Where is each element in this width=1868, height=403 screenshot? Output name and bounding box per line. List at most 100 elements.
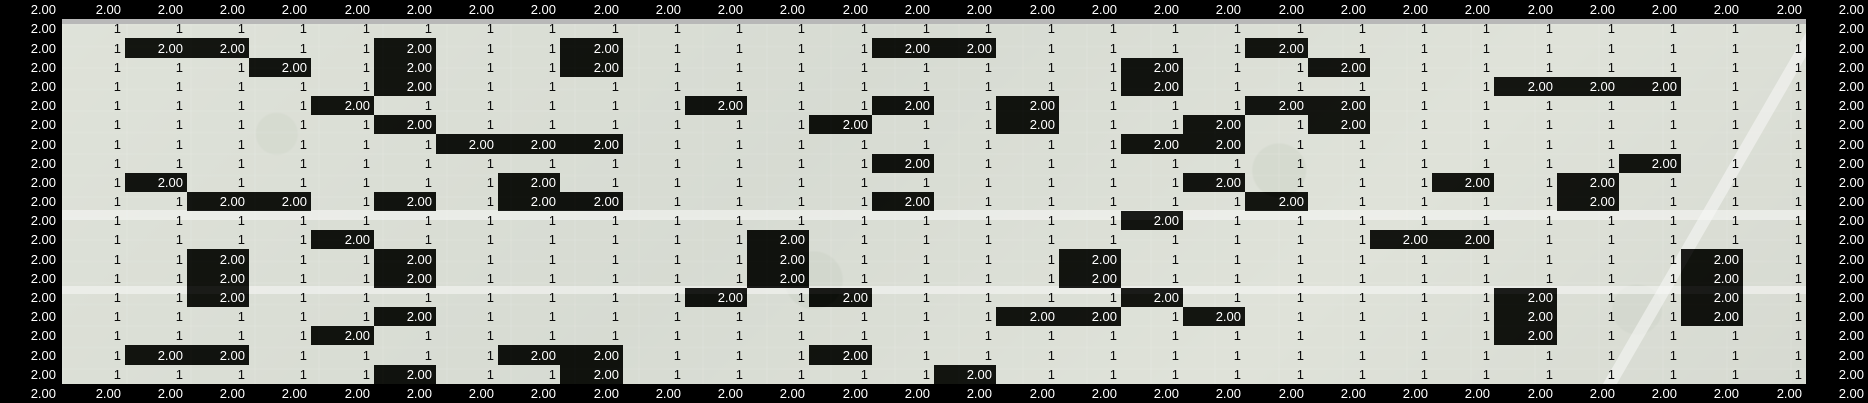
free-cell: 1 [1183,96,1245,115]
obstacle-cell: 2.00 [1557,77,1619,96]
free-cell: 1 [685,230,747,249]
free-cell: 1 [125,288,187,307]
free-cell: 1 [1308,365,1370,384]
obstacle-cell: 2.00 [187,269,249,288]
obstacle-cell: 2.00 [498,134,560,154]
free-cell: 1 [1432,211,1494,230]
free-cell: 1 [872,269,934,288]
free-cell: 1 [1121,326,1183,345]
free-cell: 1 [1432,326,1494,345]
free-cell: 1 [311,19,374,38]
free-cell: 1 [1743,365,1806,384]
free-cell: 1 [623,38,685,58]
free-cell: 1 [996,326,1059,345]
free-cell: 1 [747,173,809,192]
border-cell: 2.00 [311,384,374,403]
free-cell: 1 [1681,38,1743,58]
border-cell: 2.00 [374,384,436,403]
free-cell: 1 [1308,269,1370,288]
free-cell: 1 [1743,134,1806,154]
border-cell: 2.00 [0,19,62,38]
free-cell: 1 [1245,154,1308,173]
free-cell: 1 [374,154,436,173]
free-cell: 1 [623,211,685,230]
free-cell: 1 [249,307,311,326]
border-cell: 2.00 [1370,0,1432,19]
border-cell: 2.00 [311,0,374,19]
free-cell: 1 [1308,249,1370,269]
border-cell: 2.00 [996,384,1059,403]
obstacle-cell: 2.00 [934,365,996,384]
border-cell: 2.00 [0,230,62,249]
free-cell: 1 [934,326,996,345]
free-cell: 1 [872,134,934,154]
free-cell: 1 [1059,134,1121,154]
free-cell: 1 [436,288,498,307]
obstacle-cell: 2.00 [1308,96,1370,115]
free-cell: 1 [1743,230,1806,249]
free-cell: 1 [996,211,1059,230]
obstacle-cell: 2.00 [747,249,809,269]
free-cell: 1 [1183,192,1245,211]
free-cell: 1 [1059,211,1121,230]
free-cell: 1 [1245,345,1308,365]
free-cell: 1 [1370,173,1432,192]
free-cell: 1 [187,134,249,154]
border-cell: 2.00 [872,0,934,19]
free-cell: 1 [1370,19,1432,38]
free-cell: 1 [809,230,872,249]
obstacle-cell: 2.00 [498,173,560,192]
free-cell: 1 [1557,211,1619,230]
free-cell: 1 [685,326,747,345]
free-cell: 1 [436,249,498,269]
free-cell: 1 [560,77,623,96]
free-cell: 1 [1494,134,1557,154]
free-cell: 1 [374,173,436,192]
free-cell: 1 [1619,38,1681,58]
free-cell: 1 [1494,230,1557,249]
free-cell: 1 [1494,249,1557,269]
free-cell: 1 [1619,96,1681,115]
free-cell: 1 [934,19,996,38]
free-cell: 1 [1557,58,1619,77]
free-cell: 1 [1308,77,1370,96]
obstacle-cell: 2.00 [374,249,436,269]
free-cell: 1 [1432,365,1494,384]
border-cell: 2.00 [1121,0,1183,19]
free-cell: 1 [685,77,747,96]
free-cell: 1 [125,269,187,288]
obstacle-cell: 2.00 [187,288,249,307]
free-cell: 1 [1370,345,1432,365]
free-cell: 1 [809,365,872,384]
free-cell: 1 [809,269,872,288]
free-cell: 1 [125,192,187,211]
border-cell: 2.00 [1806,19,1868,38]
obstacle-cell: 2.00 [809,288,872,307]
free-cell: 1 [62,307,125,326]
free-cell: 1 [1059,58,1121,77]
border-cell: 2.00 [1806,307,1868,326]
free-cell: 1 [374,288,436,307]
free-cell: 1 [374,326,436,345]
free-cell: 1 [1743,211,1806,230]
obstacle-cell: 2.00 [1121,58,1183,77]
free-cell: 1 [1557,230,1619,249]
free-cell: 1 [623,154,685,173]
border-cell: 2.00 [1743,384,1806,403]
free-cell: 1 [623,19,685,38]
border-cell: 2.00 [934,0,996,19]
free-cell: 1 [809,326,872,345]
obstacle-cell: 2.00 [1619,77,1681,96]
free-cell: 1 [1308,38,1370,58]
free-cell: 1 [996,249,1059,269]
free-cell: 1 [1557,345,1619,365]
obstacle-cell: 2.00 [560,365,623,384]
free-cell: 1 [187,115,249,134]
free-cell: 1 [560,115,623,134]
free-cell: 1 [934,192,996,211]
free-cell: 1 [1743,307,1806,326]
free-cell: 1 [934,154,996,173]
free-cell: 1 [1121,365,1183,384]
free-cell: 1 [311,288,374,307]
